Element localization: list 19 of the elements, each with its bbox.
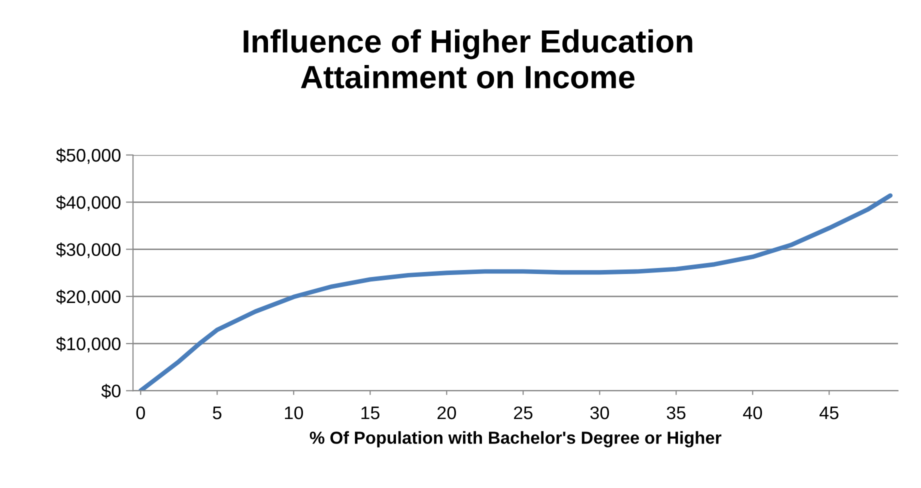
x-tick-label: 15 [361,406,380,420]
y-tick-label: $30,000 [56,242,120,258]
y-tick-label: $20,000 [56,290,120,306]
line-series [138,193,893,391]
y-tick-label: $10,000 [56,336,120,352]
x-tick-label: 5 [212,406,222,420]
x-tick-label: 25 [514,406,532,420]
chart-title: Influence of Higher Education Attainment on Income [244,29,692,88]
x-tick-label: 30 [590,406,609,420]
x-tick-label: 40 [743,406,762,420]
y-tick-label: $0 [101,384,120,398]
x-tick-label: 45 [820,406,838,420]
y-tick-label: $50,000 [56,148,120,164]
x-tick-label: 0 [136,406,145,420]
y-tick-label: $40,000 [56,195,120,211]
x-tick-label: 35 [666,406,686,420]
x-tick-label: 20 [438,406,456,420]
x-tick-label: 10 [284,406,303,420]
x-axis-title: % Of Population with Bachelor's Degree or Higher [310,431,722,448]
